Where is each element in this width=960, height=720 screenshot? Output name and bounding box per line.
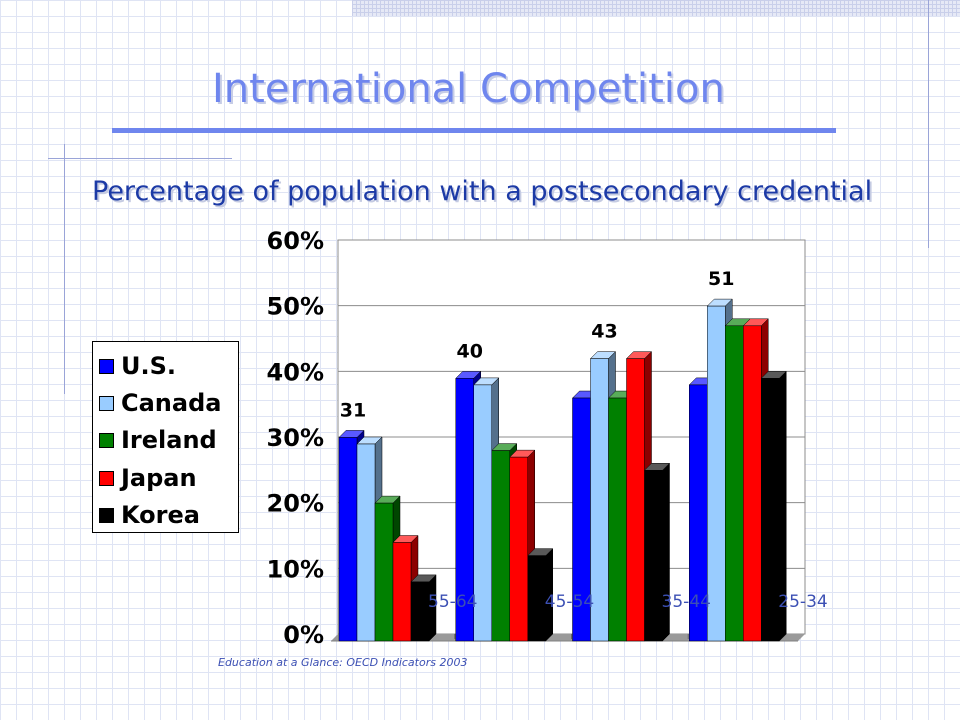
header-band bbox=[352, 0, 960, 16]
data-label: 43 bbox=[591, 321, 617, 343]
bar bbox=[707, 305, 726, 642]
legend-item-japan: Japan bbox=[99, 460, 197, 496]
legend-label-ireland: Ireland bbox=[121, 426, 217, 454]
y-tick-label: 10% bbox=[267, 555, 324, 583]
legend-item-canada: Canada bbox=[99, 385, 221, 421]
legend-swatch-ireland bbox=[99, 432, 114, 448]
y-tick-label: 20% bbox=[267, 490, 324, 518]
right-rule-vertical bbox=[928, 0, 929, 248]
bar bbox=[644, 470, 663, 642]
bar bbox=[374, 502, 394, 642]
x-tick-label: 55-64 bbox=[428, 592, 477, 612]
x-tick-label: 45-54 bbox=[545, 592, 594, 612]
bar bbox=[392, 542, 412, 642]
legend-label-korea: Korea bbox=[121, 501, 200, 529]
legend-item-korea: Korea bbox=[99, 497, 200, 533]
bar bbox=[626, 358, 645, 642]
y-tick-label: 0% bbox=[283, 621, 324, 649]
data-label: 31 bbox=[340, 399, 366, 421]
legend-swatch-korea bbox=[99, 507, 114, 523]
x-tick-label: 35-44 bbox=[662, 592, 711, 612]
bar bbox=[743, 325, 762, 642]
legend-item-us: U.S. bbox=[99, 348, 176, 384]
x-tick-label: 25-34 bbox=[778, 592, 827, 612]
bar bbox=[761, 378, 780, 642]
legend-swatch-canada bbox=[99, 395, 114, 411]
legend-swatch-us bbox=[99, 358, 114, 374]
data-label: 51 bbox=[708, 268, 734, 290]
bar bbox=[356, 443, 376, 642]
data-label: 40 bbox=[457, 340, 483, 362]
bar-side bbox=[662, 462, 670, 642]
slide-title: International Competition bbox=[212, 66, 725, 112]
corner-rule-horizontal bbox=[48, 158, 232, 159]
legend-item-ireland: Ireland bbox=[99, 422, 217, 458]
corner-rule-vertical bbox=[64, 144, 65, 394]
y-tick-label: 50% bbox=[267, 293, 324, 321]
bar bbox=[410, 581, 430, 642]
bar bbox=[509, 456, 528, 642]
y-tick-label: 30% bbox=[267, 424, 324, 452]
plot-floor bbox=[331, 634, 805, 641]
slide-subtitle: Percentage of population with a postseco… bbox=[92, 176, 873, 207]
bar bbox=[491, 450, 510, 642]
y-tick-label: 40% bbox=[267, 358, 324, 386]
legend-swatch-japan bbox=[99, 470, 114, 486]
legend-label-japan: Japan bbox=[121, 464, 197, 492]
legend-label-canada: Canada bbox=[121, 389, 222, 417]
bar bbox=[608, 397, 627, 642]
y-tick-label: 60% bbox=[267, 227, 324, 255]
bar bbox=[338, 437, 358, 642]
bar bbox=[527, 555, 546, 642]
chart-legend: U.S. Canada Ireland Japan Korea bbox=[92, 341, 239, 533]
title-underline bbox=[112, 128, 836, 133]
bar bbox=[725, 325, 744, 642]
source-note: Education at a Glance: OECD Indicators 2… bbox=[218, 656, 468, 669]
legend-label-us: U.S. bbox=[121, 352, 177, 380]
